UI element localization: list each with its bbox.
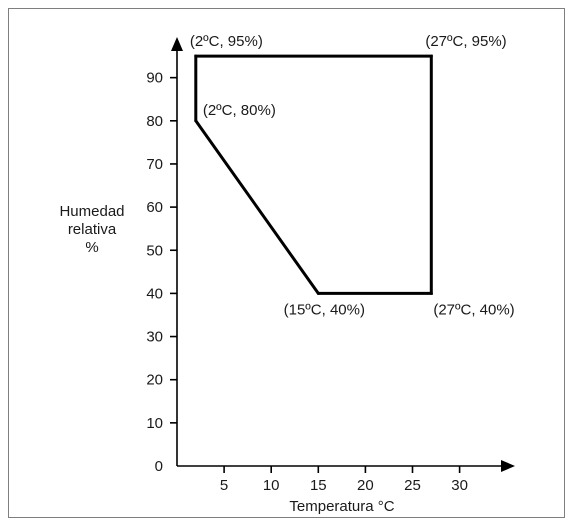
x-tick-label: 25	[404, 477, 421, 494]
y-ticks: 0 10 20 30 40 50 60 70 80 90	[146, 70, 177, 475]
series-outline	[194, 54, 433, 295]
y-tick-label: 0	[155, 458, 163, 475]
data-point	[429, 54, 433, 58]
point-label: (2ºC, 95%)	[190, 33, 263, 50]
axes	[171, 37, 515, 472]
x-tick-label: 20	[357, 477, 374, 494]
x-axis-label: Temperatura °C	[289, 498, 394, 515]
x-axis-arrow	[501, 460, 515, 472]
y-axis-label-line: Humedad	[59, 203, 124, 220]
x-ticks: 5 10 15 20 25 30	[220, 466, 468, 494]
point-label: (15ºC, 40%)	[284, 301, 365, 318]
y-tick-label: 20	[146, 372, 163, 389]
y-axis-label: Humedad relativa%	[59, 203, 124, 256]
y-tick-label: 60	[146, 199, 163, 216]
x-tick-label: 10	[263, 477, 280, 494]
x-tick-label: 5	[220, 477, 228, 494]
data-point	[316, 291, 320, 295]
y-axis-label-line: %	[85, 239, 98, 256]
y-tick-label: 30	[146, 329, 163, 346]
data-point	[429, 291, 433, 295]
point-label: (27ºC, 95%)	[425, 33, 506, 50]
axis-labels: Temperatura °C Humedad relativa%	[59, 203, 394, 515]
x-tick-label: 30	[451, 477, 468, 494]
data-point	[194, 54, 198, 58]
point-label: (27ºC, 40%)	[433, 301, 514, 318]
y-tick-label: 70	[146, 156, 163, 173]
point-labels: (2ºC, 95%) (27ºC, 95%) (27ºC, 40%) (15ºC, 4…	[190, 33, 515, 318]
y-tick-label: 80	[146, 113, 163, 130]
y-tick-label: 90	[146, 70, 163, 87]
series	[194, 54, 433, 295]
x-tick-label: 15	[310, 477, 327, 494]
data-point	[194, 119, 198, 123]
y-axis-arrow	[171, 37, 183, 51]
y-axis-label-line: relativa	[68, 221, 117, 238]
chart-frame	[8, 8, 565, 518]
y-tick-label: 10	[146, 415, 163, 432]
y-tick-label: 50	[146, 242, 163, 259]
y-tick-label: 40	[146, 285, 163, 302]
point-label: (2ºC, 80%)	[203, 102, 276, 119]
